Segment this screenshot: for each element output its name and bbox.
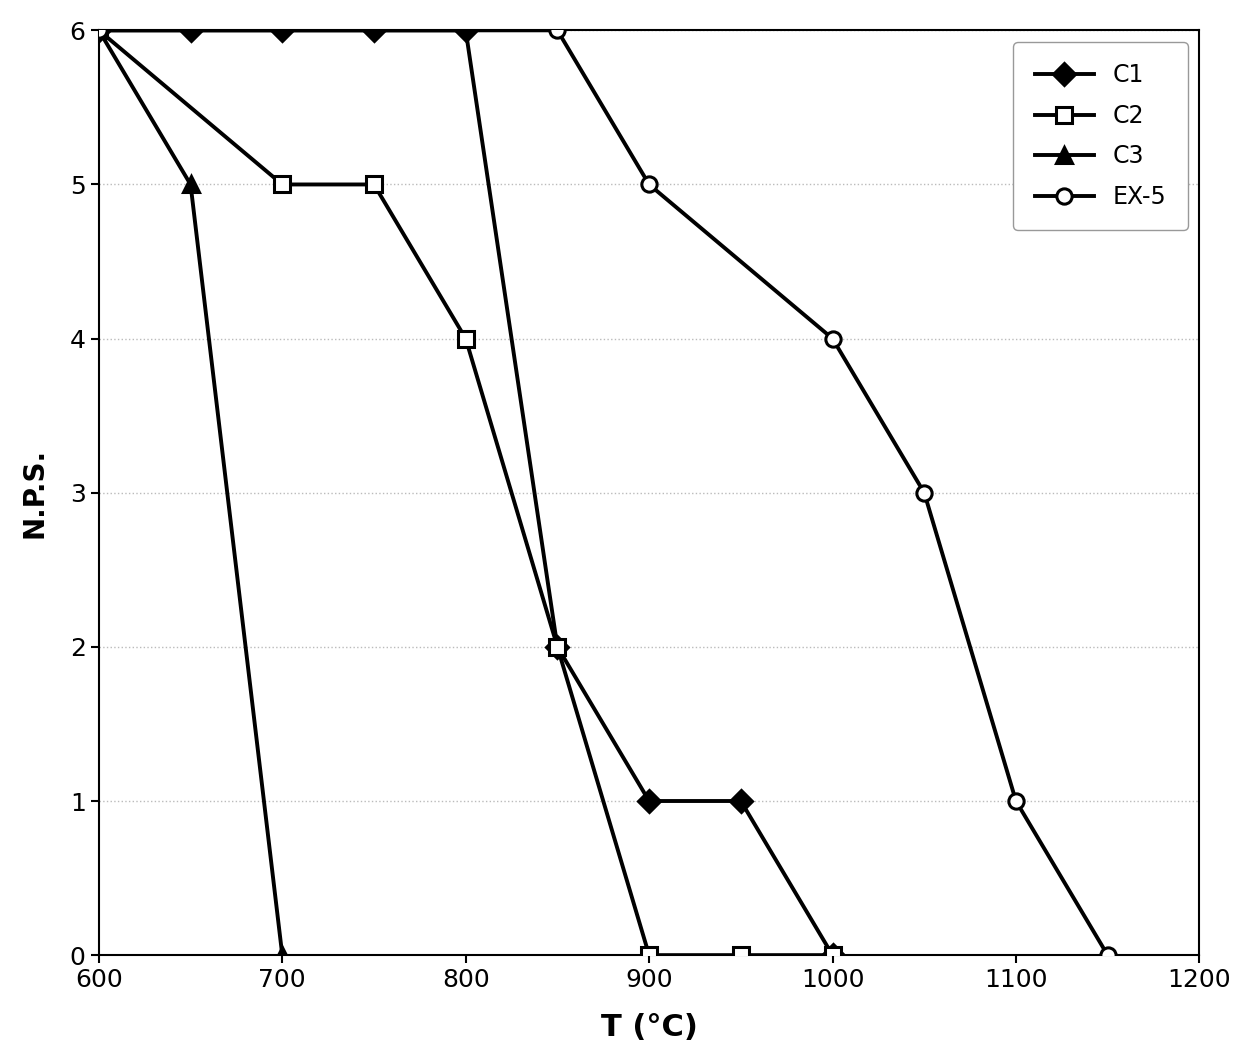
C3 xyxy=(183,179,198,191)
C3 xyxy=(274,949,289,962)
Line: EX-5: EX-5 xyxy=(91,22,1116,963)
Line: C2: C2 xyxy=(91,22,840,963)
C2 xyxy=(734,949,749,962)
C2 xyxy=(825,949,840,962)
EX-5 xyxy=(550,24,565,37)
C3 xyxy=(91,24,106,37)
C1 xyxy=(458,24,473,37)
EX-5 xyxy=(825,333,840,345)
C2 xyxy=(550,641,565,654)
Legend: C1, C2, C3, EX-5: C1, C2, C3, EX-5 xyxy=(1013,43,1188,231)
Y-axis label: N.P.S.: N.P.S. xyxy=(21,448,49,538)
C1 xyxy=(91,24,106,37)
EX-5 xyxy=(91,24,106,37)
C1 xyxy=(183,24,198,37)
EX-5 xyxy=(1101,949,1116,962)
C1 xyxy=(734,795,749,808)
C2 xyxy=(274,179,289,191)
EX-5 xyxy=(916,487,931,500)
C2 xyxy=(641,949,656,962)
EX-5 xyxy=(641,179,656,191)
C2 xyxy=(91,24,106,37)
Line: C1: C1 xyxy=(91,22,840,963)
C1 xyxy=(550,641,565,654)
C2 xyxy=(458,333,473,345)
C1 xyxy=(367,24,382,37)
C1 xyxy=(274,24,289,37)
C1 xyxy=(825,949,840,962)
Line: C3: C3 xyxy=(91,22,290,963)
X-axis label: T (°C): T (°C) xyxy=(601,1013,697,1042)
EX-5 xyxy=(1008,795,1023,808)
C2 xyxy=(367,179,382,191)
C1 xyxy=(641,795,656,808)
